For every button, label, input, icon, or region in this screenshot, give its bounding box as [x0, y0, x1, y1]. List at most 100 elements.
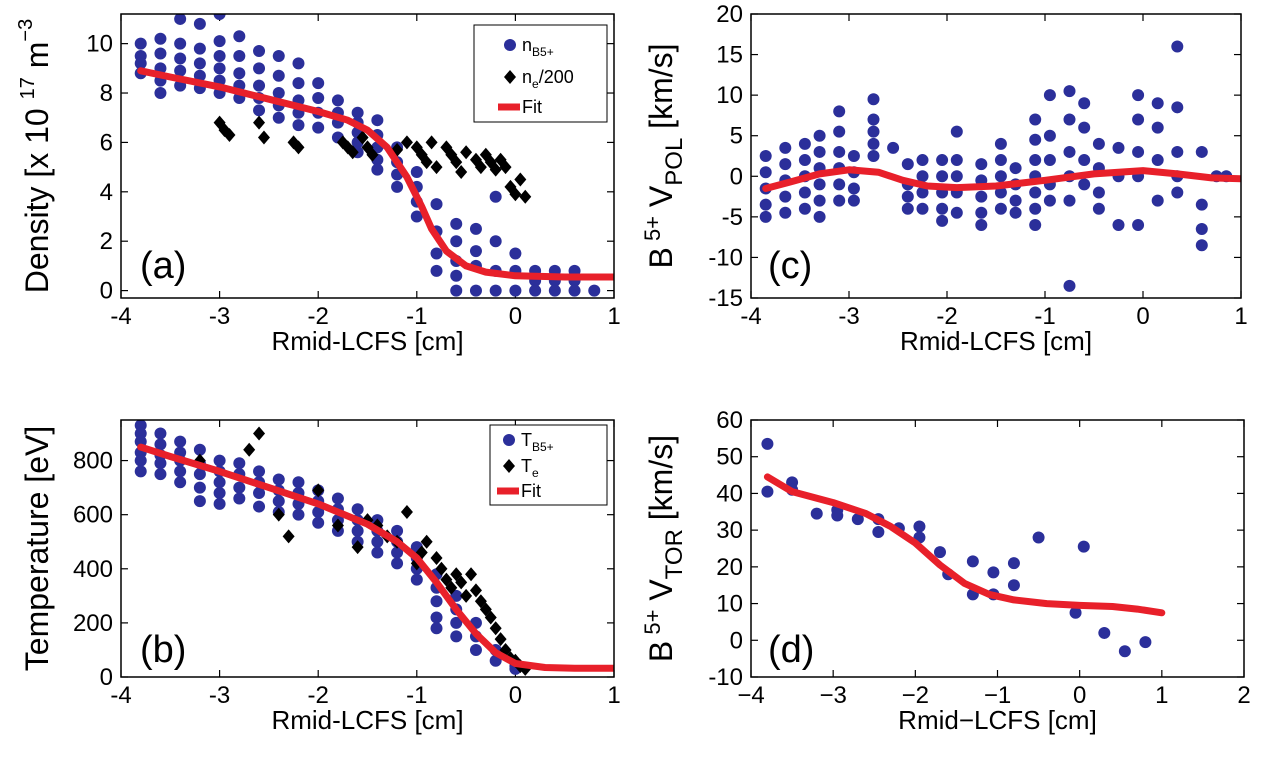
- data-point-circle: [813, 210, 826, 223]
- data-point-circle: [292, 508, 305, 521]
- legend-diamond-icon: [503, 459, 515, 473]
- data-point-circle: [975, 190, 988, 203]
- plot-area: [134, 420, 614, 676]
- data-point-circle: [936, 214, 949, 227]
- data-point-circle: [779, 190, 792, 203]
- data-point-circle: [312, 505, 325, 518]
- data-point-circle: [813, 129, 826, 142]
- data-point-circle: [430, 247, 443, 260]
- y-tick-label: 6: [100, 129, 113, 156]
- data-point-circle: [1092, 186, 1105, 199]
- y-tick-label: -5: [722, 204, 743, 231]
- panel-d: −4 −3 −2 −1 0 1 2 -10 0 10 20 30 40 50 60 Rmid−LCFS [cm…: [640, 407, 1251, 735]
- data-point-circle: [936, 154, 949, 167]
- data-point-diamond: [400, 504, 413, 519]
- data-point-circle: [1009, 194, 1022, 207]
- data-point-circle: [233, 481, 246, 494]
- data-point-circle: [272, 495, 285, 508]
- y-tick-label: 0: [100, 664, 113, 691]
- x-tick-label: -1: [406, 682, 427, 709]
- data-point-circle: [901, 158, 914, 171]
- legend-circle-icon: [504, 39, 516, 51]
- x-tick-label: -1: [406, 303, 427, 330]
- data-point-circle: [936, 170, 949, 183]
- data-point-circle: [1151, 97, 1164, 110]
- data-point-circle: [1077, 540, 1090, 553]
- data-point-circle: [867, 125, 880, 138]
- data-point-circle: [759, 210, 772, 223]
- legend-label: Fit: [522, 97, 542, 117]
- data-point-circle: [450, 269, 463, 282]
- data-point-circle: [1043, 154, 1056, 167]
- data-point-circle: [174, 37, 187, 50]
- x-tick-label: −3: [819, 682, 846, 709]
- data-point-circle: [154, 32, 167, 45]
- data-point-circle: [950, 170, 963, 183]
- data-point-circle: [847, 194, 860, 207]
- data-point-circle: [1151, 194, 1164, 207]
- data-point-circle: [253, 104, 266, 117]
- data-point-diamond: [223, 128, 236, 143]
- data-point-circle: [430, 264, 443, 277]
- data-point-diamond: [460, 588, 473, 603]
- data-point-circle: [833, 105, 846, 118]
- data-point-circle: [936, 202, 949, 215]
- x-tick-label: -4: [740, 303, 761, 330]
- data-point-circle: [1029, 202, 1042, 215]
- y-tick-label: 60: [716, 407, 743, 434]
- plot-area: [759, 40, 1241, 292]
- data-point-circle: [213, 35, 226, 48]
- data-point-circle: [1092, 202, 1105, 215]
- y-axis-label: Density [x 10 17 m−3: [15, 19, 55, 293]
- data-point-diamond: [356, 130, 369, 145]
- data-point-circle: [154, 457, 167, 470]
- data-point-diamond: [489, 621, 502, 636]
- data-point-circle: [272, 49, 285, 62]
- data-point-circle: [1029, 218, 1042, 231]
- data-point-circle: [213, 454, 226, 467]
- y-tick-label: 400: [73, 556, 113, 583]
- data-point-circle: [450, 630, 463, 643]
- data-point-circle: [213, 14, 226, 20]
- data-point-circle: [1029, 186, 1042, 199]
- data-point-circle: [430, 611, 443, 624]
- data-point-circle: [193, 42, 206, 55]
- data-point-circle: [1063, 194, 1076, 207]
- data-point-circle: [887, 141, 900, 154]
- data-point-diamond: [331, 518, 344, 533]
- y-tick-label: 10: [86, 31, 113, 58]
- data-point-circle: [867, 150, 880, 162]
- data-point-circle: [994, 154, 1007, 167]
- x-tick-label: 0: [509, 682, 522, 709]
- data-point-circle: [351, 106, 364, 119]
- data-point-diamond: [272, 507, 285, 522]
- x-tick-label: 1: [607, 682, 620, 709]
- data-point-circle: [916, 170, 929, 183]
- data-point-circle: [174, 476, 187, 489]
- data-point-circle: [1195, 145, 1208, 158]
- data-point-circle: [489, 235, 502, 248]
- data-point-circle: [213, 62, 226, 75]
- axes-frame: [750, 419, 1245, 678]
- y-tick-label: 4: [100, 179, 113, 206]
- data-point-circle: [1195, 223, 1208, 236]
- data-point-circle: [430, 622, 443, 635]
- data-point-circle: [272, 69, 285, 82]
- data-point-circle: [253, 465, 266, 478]
- data-point-circle: [1063, 113, 1076, 126]
- y-tick-label: 600: [73, 502, 113, 529]
- data-point-diamond: [469, 583, 482, 598]
- data-point-diamond: [425, 135, 438, 150]
- x-axis-label: Rmid−LCFS [cm]: [898, 705, 1097, 735]
- data-point-circle: [193, 69, 206, 82]
- data-point-circle: [509, 284, 522, 297]
- data-point-circle: [272, 87, 285, 100]
- y-tick-label: 15: [716, 42, 743, 69]
- x-tick-label: -4: [110, 303, 131, 330]
- data-point-circle: [1009, 206, 1022, 219]
- data-point-circle: [1063, 279, 1076, 292]
- data-point-circle: [253, 500, 266, 513]
- data-point-circle: [1171, 40, 1184, 53]
